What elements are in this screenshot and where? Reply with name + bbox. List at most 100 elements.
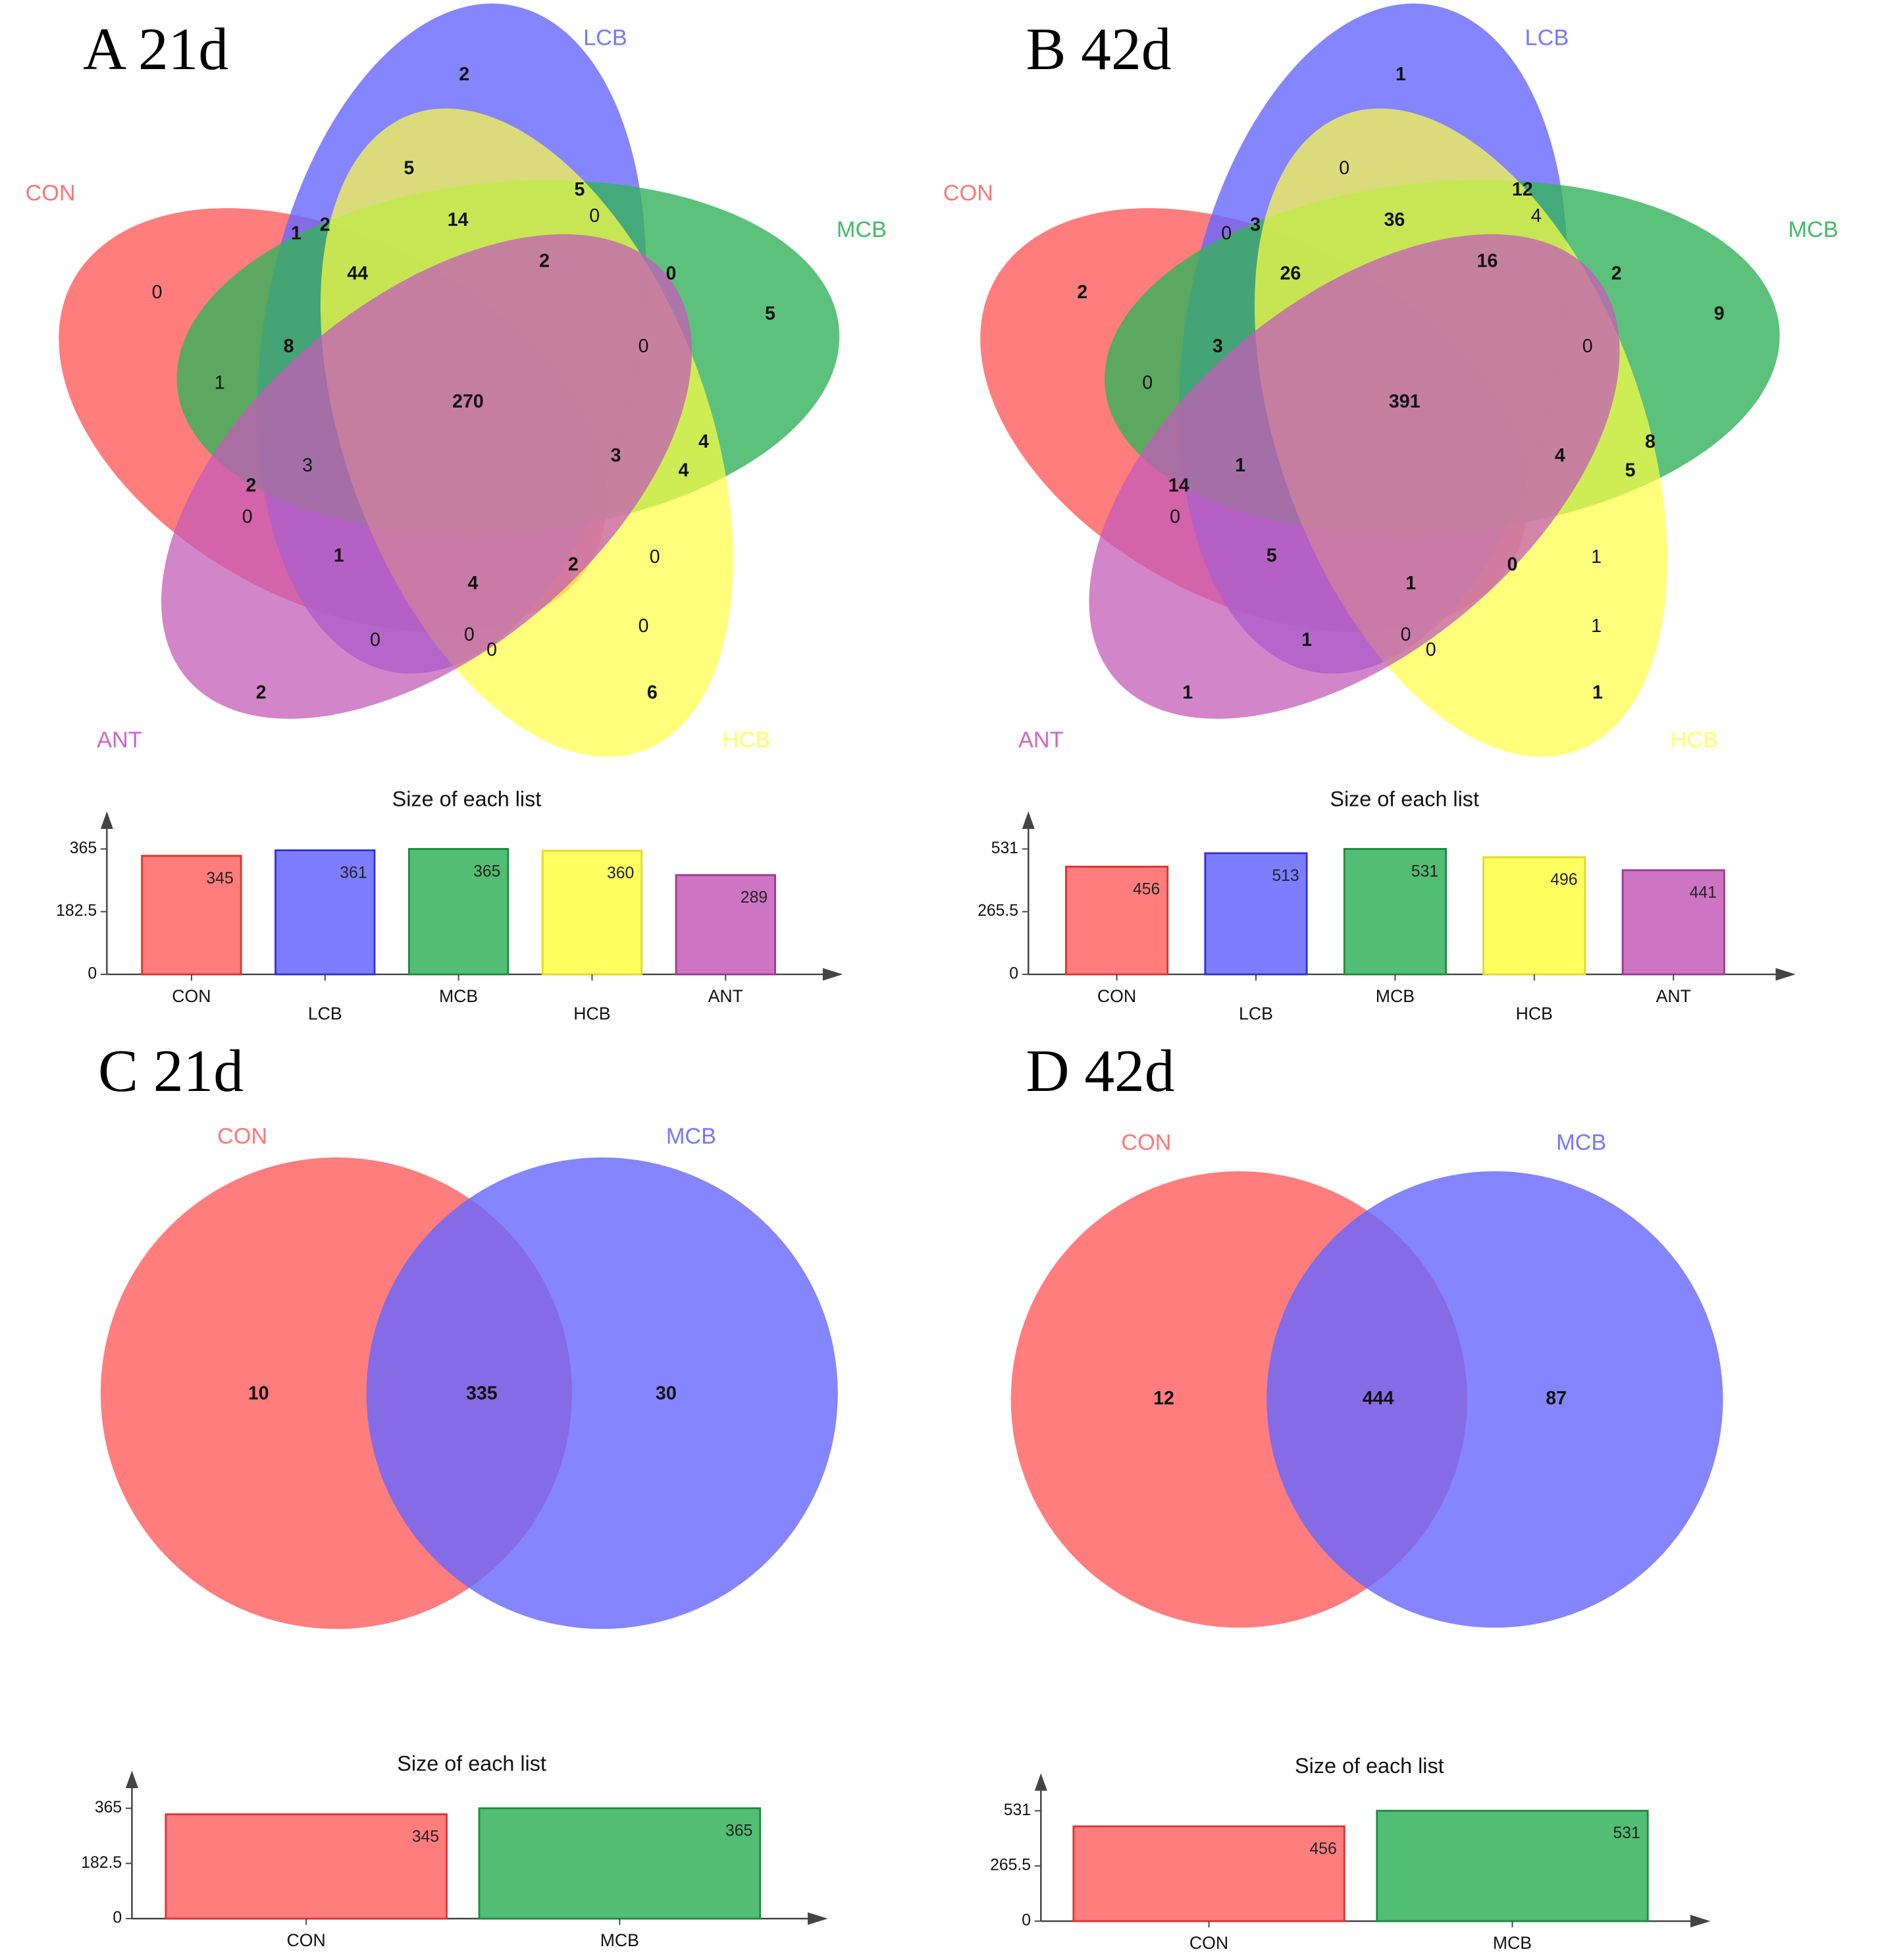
bar-b-y-axis-arrow — [1022, 811, 1035, 829]
venn-b-region-count: 4 — [1555, 445, 1565, 466]
bar-a-y-axis-arrow — [100, 811, 113, 829]
bar-a-bar-value-label: 345 — [206, 870, 233, 887]
venn-a-region-count: 44 — [347, 263, 368, 284]
venn-b-region-count: 0 — [1426, 639, 1436, 660]
venn-a-region-count: 5 — [765, 304, 775, 325]
bar-b-category-label: CON — [1097, 986, 1136, 1006]
venn-b-region-count: 9 — [1714, 304, 1725, 325]
venn-b-ant-ellipse — [1089, 234, 1620, 719]
bar-chart-a: 365 182.5 0 345 CON 361 LCB 365 MCB 360 HCB 289 ANT — [56, 811, 843, 1023]
venn-d-label-mcb: MCB — [1556, 1130, 1606, 1155]
bar-d-bar-mcb — [1376, 1809, 1649, 1922]
venn-b-region-count: 1 — [1591, 546, 1602, 568]
bar-b-category-label: LCB — [1239, 1003, 1273, 1023]
venn-a-region-count: 2 — [539, 251, 550, 272]
venn-b-region-count: 1 — [1396, 64, 1406, 85]
bar-b-y-tick-label: 0 — [1009, 965, 1018, 982]
venn-b-label-con: CON — [943, 181, 993, 206]
venn-a-region-count: 1 — [291, 223, 301, 244]
venn-b-region-count: 1 — [1591, 616, 1602, 637]
venn-d-label-con: CON — [1121, 1130, 1171, 1155]
venn-a-label-ant: ANT — [97, 728, 142, 753]
bar-a-y-tick-label: 365 — [70, 839, 97, 857]
bar-b-y-tick-label: 265.5 — [978, 902, 1018, 920]
bar-a-bar-value-label: 361 — [340, 864, 367, 882]
venn-b — [980, 3, 1780, 757]
bar-b-bar-con — [1064, 865, 1169, 976]
venn-a-region-count: 1 — [334, 545, 344, 566]
venn-b-region-count: 0 — [1170, 506, 1180, 527]
panel-c: C 21d CON MCB 10 335 30 Size of each lis… — [81, 1038, 838, 1950]
venn-a-region-count: 0 — [242, 506, 253, 527]
venn-b-region-count: 14 — [1168, 475, 1189, 496]
venn-a-region-count: 2 — [459, 64, 469, 85]
venn-b-region-count: 4 — [1531, 205, 1542, 226]
bar-c-x-axis-arrow — [808, 1912, 828, 1925]
venn-a-region-count: 3 — [611, 445, 621, 466]
venn-b-region-count: 0 — [1507, 554, 1518, 575]
venn-a-region-count: 6 — [647, 682, 658, 703]
venn-a-label-mcb: MCB — [837, 217, 887, 242]
venn-a-region-count: 3 — [302, 455, 313, 476]
venn-b-region-count: 2 — [1611, 263, 1622, 284]
venn-a-region-count: 0 — [486, 639, 497, 660]
bar-a-category-label: MCB — [439, 986, 478, 1006]
venn-a-region-count: 8 — [284, 336, 294, 357]
bar-b-category-label: ANT — [1656, 986, 1691, 1006]
venn-a-region-count: 0 — [666, 263, 677, 284]
venn-c-label-con: CON — [217, 1124, 267, 1149]
bar-a-bar-value-label: 360 — [607, 864, 634, 882]
venn-b-label-ant: ANT — [1018, 728, 1064, 753]
bar-c-y-tick-label: 0 — [113, 1909, 122, 1927]
venn-b-label-mcb: MCB — [1789, 217, 1839, 242]
bar-b-bar-value-label: 513 — [1272, 867, 1299, 885]
bar-a-category-label: CON — [172, 986, 211, 1006]
panel-a-title: A 21d — [83, 16, 228, 82]
bar-a-title: Size of each list — [392, 787, 542, 811]
bar-c-y-tick-label: 365 — [95, 1799, 122, 1816]
venn-a-region-count: 2 — [568, 554, 579, 575]
bar-b-category-label: HCB — [1516, 1003, 1553, 1023]
venn-b-region-count: 1 — [1182, 682, 1193, 703]
bar-c-category-label: CON — [287, 1930, 326, 1950]
bar-d-y-tick-label: 265.5 — [990, 1857, 1031, 1874]
venn-b-region-count: 1 — [1235, 455, 1245, 476]
venn-b-region-count: 0 — [1582, 336, 1593, 357]
bar-a-bar-lcb — [274, 849, 376, 976]
venn-a-region-count: 2 — [320, 214, 330, 235]
venn-d-count-shared: 444 — [1363, 1388, 1394, 1409]
bar-c-bar-value-label: 365 — [725, 1822, 752, 1840]
venn-b-region-count: 0 — [1401, 624, 1411, 645]
venn-a-region-count: 4 — [679, 460, 689, 481]
bar-a-bar-hcb — [541, 849, 643, 976]
venn-b-region-count: 3 — [1213, 336, 1223, 357]
bar-d-y-tick-label: 531 — [1004, 1801, 1031, 1819]
venn-d-count-mcb-only: 87 — [1546, 1388, 1567, 1409]
bar-d-y-tick-label: 0 — [1022, 1912, 1031, 1930]
bar-b-bar-ant — [1621, 869, 1725, 976]
bar-b-bar-value-label: 496 — [1550, 871, 1577, 889]
bar-b-bar-value-label: 441 — [1690, 884, 1717, 902]
bar-a-y-tick-label: 0 — [88, 965, 97, 982]
venn-b-region-count: 1 — [1405, 573, 1416, 594]
bar-a-bar-mcb — [407, 848, 509, 976]
venn-b-region-count: 16 — [1476, 251, 1498, 272]
venn-a-region-count: 0 — [650, 546, 660, 568]
venn-b-label-hcb: HCB — [1670, 728, 1717, 753]
venn-a-ant-ellipse — [161, 234, 692, 719]
bar-b-bar-value-label: 531 — [1411, 862, 1438, 880]
venn-c-count-con-only: 10 — [248, 1383, 269, 1404]
venn-b-label-lcb: LCB — [1525, 26, 1569, 51]
bar-chart-d: 531 265.5 0 456 CON 531 MCB — [990, 1773, 1711, 1953]
bar-d-title: Size of each list — [1295, 1754, 1444, 1778]
venn-a — [59, 3, 840, 757]
panel-c-title: C 21d — [98, 1038, 244, 1104]
venn-a-region-count: 14 — [448, 209, 469, 230]
venn-b-region-count: 0 — [1339, 158, 1349, 179]
venn-c-label-mcb: MCB — [666, 1124, 716, 1149]
venn-a-region-count: 5 — [404, 158, 414, 179]
venn-b-region-count: 1 — [1301, 629, 1312, 650]
bar-c-bar-value-label: 345 — [412, 1828, 439, 1846]
